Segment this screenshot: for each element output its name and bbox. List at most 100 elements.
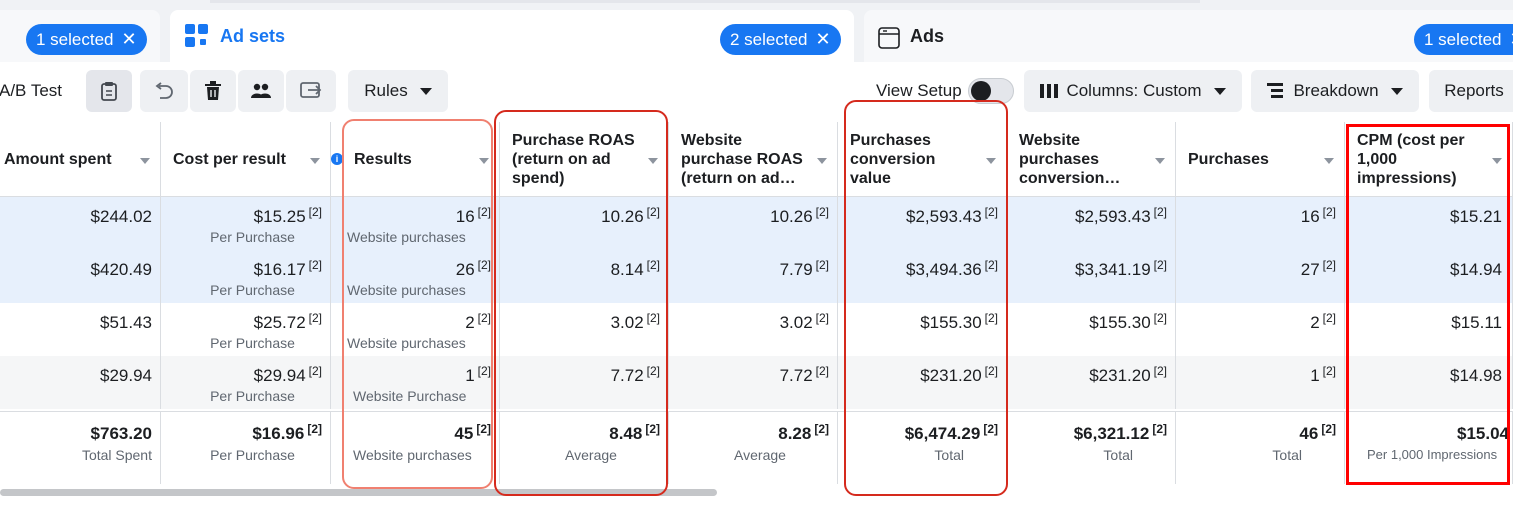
cell-value: $3,494.36 [2]: [906, 258, 998, 279]
column-header-roas[interactable]: Purchase ROAS (return on ad spend): [500, 122, 669, 197]
campaigns-selected-pill[interactable]: 1 selected ✕: [26, 24, 147, 55]
sort-icon[interactable]: [479, 158, 489, 164]
clear-selection-icon[interactable]: ✕: [815, 29, 831, 49]
cell-value: $51.43: [100, 313, 152, 332]
ab-test-label: A/B Test: [0, 81, 62, 100]
column-header-label: Results: [354, 151, 412, 168]
cell-value: $3,341.19 [2]: [1075, 258, 1167, 279]
cell-purchases: 1 [2]: [1176, 356, 1345, 409]
total-cell-wroas: 8.28 [2] Average: [669, 412, 838, 484]
footnote-marker: [2]: [1321, 422, 1336, 436]
cell-results: 16 [2] Website purchases: [331, 197, 500, 250]
ab-test-button[interactable]: A/B Test: [0, 70, 76, 112]
ads-selected-pill[interactable]: 1 selected ✕: [1414, 24, 1513, 55]
chevron-down-icon: [1213, 87, 1226, 95]
column-header-cpm[interactable]: CPM (cost per 1,000 impressions): [1345, 122, 1513, 197]
cell-purchases: 2 [2]: [1176, 303, 1345, 356]
horizontal-scrollbar[interactable]: [0, 489, 717, 496]
duplicate-button[interactable]: [86, 70, 132, 112]
cell-roas: 8.14 [2]: [500, 250, 669, 303]
cell-value: 7.72 [2]: [779, 364, 829, 385]
footnote-marker: [2]: [308, 311, 322, 325]
tab-ad-sets[interactable]: Ad sets 2 selected ✕: [170, 10, 854, 62]
column-header-pcv[interactable]: Purchases conversion value: [838, 122, 1007, 197]
column-header-label: Purchases: [1188, 151, 1269, 168]
cell-cpm: $15.21: [1345, 197, 1513, 250]
sort-icon[interactable]: [648, 158, 658, 164]
tab-ads[interactable]: Ads 1 selected ✕: [864, 10, 1513, 62]
cell-cpr: $29.94 [2] Per Purchase: [161, 356, 331, 409]
cell-value: $231.20 [2]: [1089, 364, 1167, 385]
cell-value: $15.25 [2]: [253, 205, 322, 226]
column-header-amount[interactable]: Amount spent: [0, 122, 161, 197]
cell-wroas: 7.72 [2]: [669, 356, 838, 409]
view-setup-toggle[interactable]: [968, 78, 1014, 104]
column-header-label: CPM (cost per 1,000 impressions): [1357, 132, 1465, 187]
column-header-wpcv[interactable]: Website purchases conversion…: [1007, 122, 1176, 197]
footnote-marker: [2]: [814, 422, 829, 436]
cell-value: $25.72 [2]: [253, 311, 322, 332]
cell-value: $244.02: [90, 207, 152, 226]
table-row[interactable]: $420.49 $16.17 [2] Per Purchase 26 [2] Website…: [0, 250, 1513, 303]
sort-icon[interactable]: [986, 158, 996, 164]
ad-sets-selected-pill[interactable]: 2 selected ✕: [720, 24, 841, 55]
cell-value: $14.94: [1450, 260, 1502, 279]
tab-campaigns[interactable]: 1 selected ✕: [0, 10, 160, 62]
column-header-results[interactable]: i Results: [331, 122, 500, 197]
sort-icon[interactable]: [140, 158, 150, 164]
total-cell-results: 45 [2] Website purchases: [331, 412, 500, 484]
total-value: $6,321.12 [2]: [1073, 422, 1167, 443]
cell-value: 1 [2]: [465, 364, 491, 385]
info-icon[interactable]: i: [331, 153, 343, 165]
columns-button[interactable]: Columns: Custom: [1024, 70, 1242, 112]
chevron-down-icon: [419, 87, 432, 95]
breakdown-button[interactable]: Breakdown: [1251, 70, 1419, 112]
cell-value: $16.17 [2]: [253, 258, 322, 279]
cell-value: $420.49: [90, 260, 152, 279]
cell-results: 2 [2] Website purchases: [331, 303, 500, 356]
sort-icon[interactable]: [1492, 158, 1502, 164]
clear-selection-icon[interactable]: ✕: [1510, 29, 1513, 50]
total-subtext: Per 1,000 Impressions: [1367, 447, 1498, 462]
column-header-label: Cost per result: [173, 151, 286, 168]
column-header-label: Website purchase ROAS (return on ad…: [681, 132, 803, 187]
column-header-wroas[interactable]: Website purchase ROAS (return on ad…: [669, 122, 838, 197]
cell-value: $29.94 [2]: [253, 364, 322, 385]
sort-icon[interactable]: [310, 158, 320, 164]
cell-value: 2 [2]: [465, 311, 491, 332]
column-header-cpr[interactable]: Cost per result: [161, 122, 331, 197]
delete-button[interactable]: [190, 70, 236, 112]
cell-wroas: 10.26 [2]: [669, 197, 838, 250]
total-value: $763.20: [90, 424, 152, 443]
cell-value: 27 [2]: [1300, 258, 1336, 279]
column-header-label: Website purchases conversion…: [1019, 132, 1121, 187]
column-header-purchases[interactable]: Purchases: [1176, 122, 1345, 197]
undo-button[interactable]: [140, 70, 188, 112]
cell-cpm: $14.98: [1345, 356, 1513, 409]
cell-value: 10.26 [2]: [601, 205, 660, 226]
clear-selection-icon[interactable]: ✕: [121, 29, 137, 49]
sort-icon[interactable]: [1155, 158, 1165, 164]
rules-button[interactable]: Rules: [348, 70, 448, 112]
cell-roas: 3.02 [2]: [500, 303, 669, 356]
cell-value: $14.98: [1450, 366, 1502, 385]
reports-button[interactable]: Reports: [1429, 70, 1513, 112]
table-row[interactable]: $51.43 $25.72 [2] Per Purchase 2 [2] Website p…: [0, 303, 1513, 356]
sort-icon[interactable]: [1324, 158, 1334, 164]
cell-value: 7.79 [2]: [779, 258, 829, 279]
cell-pcv: $2,593.43 [2]: [838, 197, 1007, 250]
undo-icon: [154, 82, 174, 100]
cell-cpr: $15.25 [2] Per Purchase: [161, 197, 331, 250]
export-button[interactable]: [286, 70, 336, 112]
sort-icon[interactable]: [817, 158, 827, 164]
cell-value: $231.20 [2]: [920, 364, 998, 385]
footnote-marker: [2]: [1153, 258, 1167, 272]
cell-results: 1 [2] Website Purchase: [331, 356, 500, 409]
footnote-marker: [2]: [983, 422, 998, 436]
audience-button[interactable]: [238, 70, 284, 112]
table-row[interactable]: $244.02 $15.25 [2] Per Purchase 16 [2] Website…: [0, 197, 1513, 250]
cell-subtext: Per Purchase: [210, 282, 295, 298]
table-row[interactable]: $29.94 $29.94 [2] Per Purchase 1 [2] Website P…: [0, 356, 1513, 409]
breakdown-icon: [1267, 83, 1284, 99]
total-subtext: Per Purchase: [210, 447, 295, 463]
